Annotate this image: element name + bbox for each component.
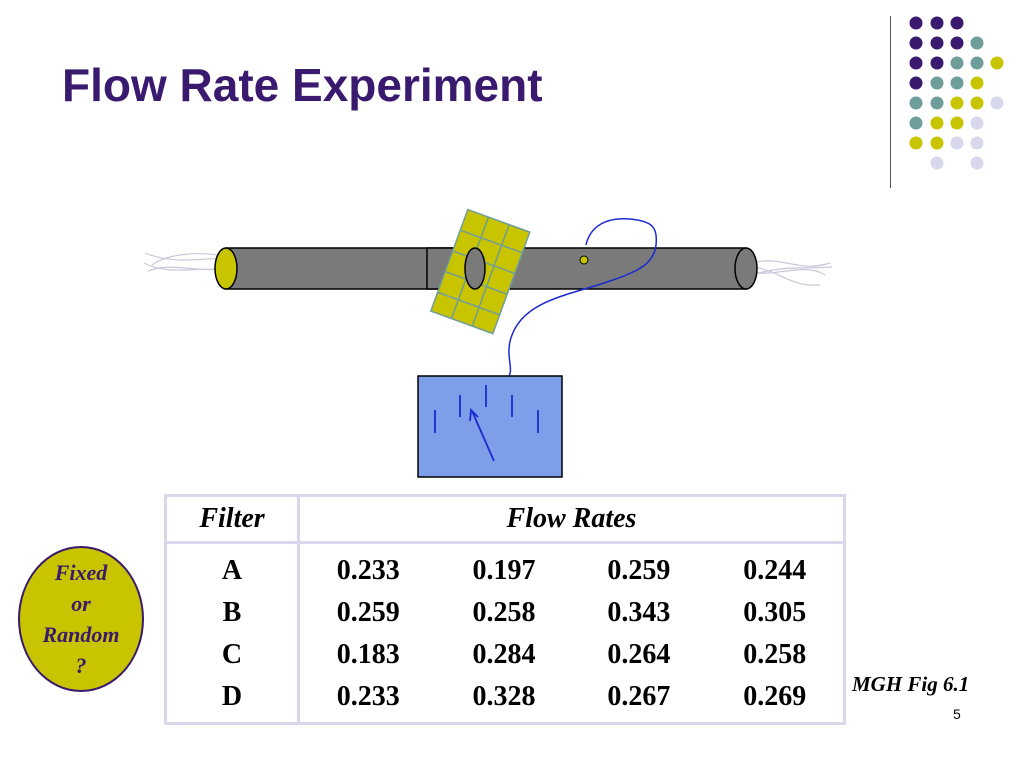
table-row: D 0.233 0.328 0.267 0.269 — [165, 676, 845, 724]
flow-apparatus-diagram — [143, 208, 833, 478]
table-row: C 0.183 0.284 0.264 0.258 — [165, 634, 845, 676]
pipe-right-end — [734, 247, 758, 290]
decorative-dot-grid — [909, 16, 1004, 170]
meter-needle-icon — [469, 408, 495, 462]
meter-ticks — [434, 385, 539, 433]
flow-rate-table: Filter Flow Rates A 0.233 0.197 0.259 0.… — [164, 494, 846, 725]
dot-row-2 — [909, 36, 984, 50]
flow-rate-cell: 0.259 — [607, 555, 671, 586]
dot-row-4 — [909, 76, 984, 90]
fibers-right — [751, 260, 833, 286]
dot-row-8 — [930, 156, 984, 170]
pipe-left-end — [214, 247, 238, 290]
dot-row-7 — [909, 136, 984, 150]
flow-rate-cell: 0.183 — [336, 639, 400, 670]
flow-rate-cell: 0.264 — [607, 639, 671, 670]
filter-column-header: Filter — [165, 495, 300, 544]
header-divider-line — [890, 16, 891, 188]
flow-rate-cell: 0.305 — [743, 597, 807, 628]
flow-rate-cell: 0.269 — [743, 681, 807, 712]
table-row: A 0.233 0.197 0.259 0.244 — [165, 542, 845, 592]
filter-cell: D — [165, 676, 300, 724]
flow-rate-cell: 0.259 — [336, 597, 400, 628]
slide-title: Flow Rate Experiment — [62, 59, 543, 111]
coupling-end-cap — [464, 247, 486, 290]
flow-meter — [417, 375, 563, 478]
table-header-row: Filter Flow Rates — [165, 495, 845, 544]
flow-rate-cell: 0.343 — [607, 597, 671, 628]
flow-rate-cell: 0.258 — [472, 597, 536, 628]
flow-rate-cell: 0.197 — [472, 555, 536, 586]
flow-rate-cell: 0.267 — [607, 681, 671, 712]
filter-cell: B — [165, 592, 300, 634]
flow-rates-column-header: Flow Rates — [298, 495, 845, 544]
sensor-port — [579, 255, 589, 265]
badge-line: ? — [75, 653, 87, 678]
dot-row-5 — [909, 96, 1004, 110]
dot-row-3 — [909, 56, 1004, 70]
filter-cell: C — [165, 634, 300, 676]
flow-rate-cell: 0.328 — [472, 681, 536, 712]
badge-line: Random — [42, 622, 120, 647]
filter-cell: A — [165, 542, 300, 592]
flow-rate-cell: 0.244 — [743, 555, 807, 586]
flow-rate-cell: 0.284 — [472, 639, 536, 670]
dot-row-1 — [909, 16, 964, 30]
table-row: B 0.259 0.258 0.343 0.305 — [165, 592, 845, 634]
flow-rate-cell: 0.233 — [336, 555, 400, 586]
flow-rate-cell: 0.233 — [336, 681, 400, 712]
badge-text: Fixed or Random ? — [42, 557, 119, 681]
fixed-or-random-badge: Fixed or Random ? — [18, 546, 144, 692]
badge-line: or — [71, 591, 91, 616]
figure-credit: MGH Fig 6.1 — [852, 672, 970, 696]
page-number: 5 — [953, 706, 961, 722]
flow-rate-cell: 0.258 — [743, 639, 807, 670]
badge-line: Fixed — [54, 560, 108, 585]
sensor-wire — [507, 218, 658, 378]
dot-row-6 — [909, 116, 984, 130]
